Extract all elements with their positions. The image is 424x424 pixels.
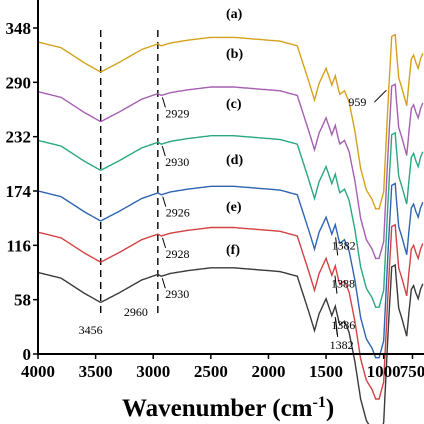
annotation-arrow-2926 <box>162 196 167 207</box>
annotation-arrow-959 <box>374 89 387 103</box>
x-axis-title-superscript: -1 <box>313 394 326 411</box>
series-line-d <box>37 182 424 359</box>
annotation-label-959: 959 <box>348 95 366 109</box>
y-tick-label: 116 <box>6 236 31 255</box>
annotation-label-extra: 1382 <box>330 338 354 352</box>
annotation-arrow-1388 <box>334 275 338 294</box>
annotation-arrow-2930 <box>161 278 166 289</box>
annotation-label-2930: 2930 <box>165 155 189 169</box>
series-label-a: (a) <box>226 7 243 22</box>
annotation-label-1386: 1386 <box>331 318 355 332</box>
annotation-arrow-2928 <box>162 237 166 249</box>
x-axis-title: Wavenumber (cm-1) <box>122 394 334 422</box>
annotation-label-2929: 2929 <box>165 106 189 120</box>
x-tick-label: 2500 <box>194 362 228 381</box>
series-label-e: (e) <box>226 200 242 215</box>
y-tick-label: 58 <box>14 291 31 310</box>
y-tick-label: 0 <box>23 345 32 364</box>
annotation-label-2930: 2930 <box>165 287 189 301</box>
x-tick-label: 1000 <box>367 362 401 381</box>
x-tick-label: 2000 <box>251 362 285 381</box>
x-tick-label: 750 <box>400 362 424 381</box>
x-tick-label: 1500 <box>309 362 343 381</box>
x-tick-label: 4000 <box>21 362 55 381</box>
x-axis-title-close: ) <box>326 395 334 422</box>
series-label-b: (b) <box>226 47 243 62</box>
x-tick-label: 3500 <box>79 362 113 381</box>
series-label-f: (f) <box>226 243 240 258</box>
series-line-c <box>37 131 424 308</box>
reference-line-label-3456: 3456 <box>79 323 103 337</box>
annotation-arrow-2929 <box>161 97 166 108</box>
y-tick-label: 174 <box>6 182 32 201</box>
series-line-a <box>37 33 424 210</box>
series-label-c: (c) <box>226 97 242 112</box>
annotation-label-1382: 1382 <box>332 238 356 252</box>
y-tick-label: 290 <box>6 73 32 92</box>
series-line-e <box>37 223 424 400</box>
y-tick-label: 232 <box>6 128 32 147</box>
annotation-arrow-1382 <box>335 237 339 256</box>
series-line-f <box>37 263 424 424</box>
y-tick-label: 348 <box>6 19 32 38</box>
series-line-b <box>37 83 424 260</box>
annotation-label-1388: 1388 <box>331 277 355 291</box>
annotation-arrow-2930 <box>161 146 166 157</box>
annotation-label-2928: 2928 <box>166 247 190 261</box>
x-tick-label: 3000 <box>136 362 170 381</box>
series-label-d: (d) <box>226 153 243 168</box>
reference-line-label-2960: 2960 <box>124 305 148 319</box>
annotation-arrow-extra <box>335 318 339 338</box>
annotation-label-2926: 2926 <box>166 206 190 220</box>
